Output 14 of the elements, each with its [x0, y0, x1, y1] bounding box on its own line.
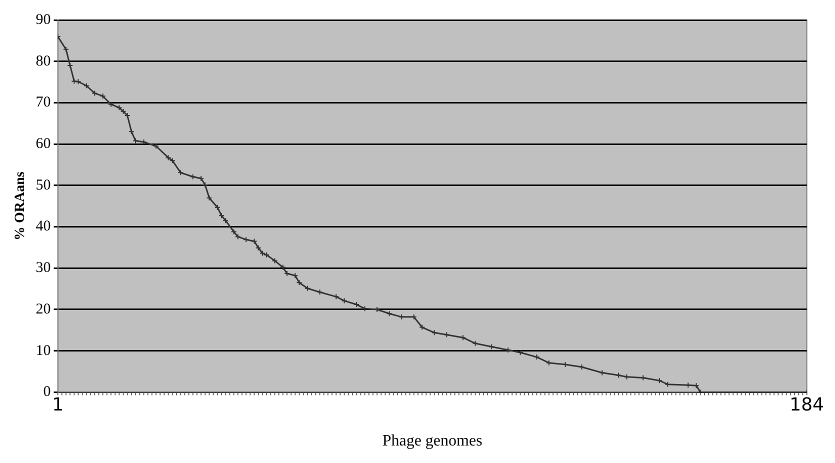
y-tick-label: 50 — [36, 177, 51, 194]
y-tick-label: 10 — [36, 342, 51, 359]
y-tick-label: 80 — [36, 53, 51, 70]
y-tick-label: 0 — [43, 384, 51, 400]
y-tick-label: 70 — [36, 94, 51, 111]
x-tick-label: 1 — [52, 394, 64, 416]
x-tick-label: 184 — [790, 394, 824, 416]
y-tick-label: 20 — [36, 301, 51, 318]
x-axis-title: Phage genomes — [382, 432, 482, 450]
y-tick-label: 40 — [36, 218, 51, 235]
y-axis-title: % ORAans — [13, 171, 28, 241]
y-tick-label: 30 — [36, 260, 51, 276]
y-tick-label: 90 — [36, 12, 51, 28]
y-tick-label: 60 — [36, 136, 51, 152]
